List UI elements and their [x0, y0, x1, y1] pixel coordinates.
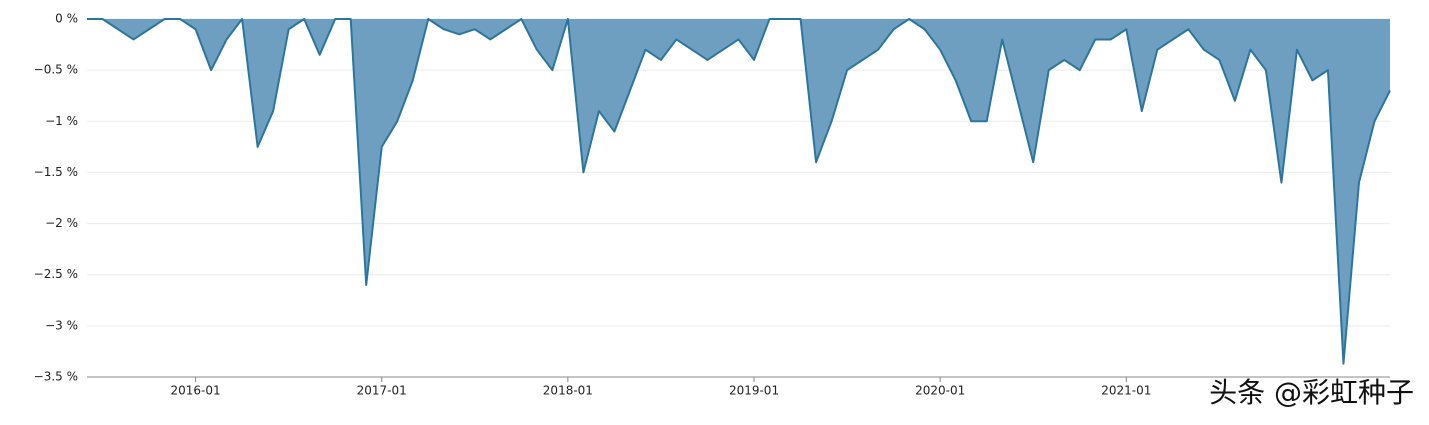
line	[87, 18, 1391, 365]
watermark: 头条 @彩虹种子	[1209, 376, 1414, 409]
y-tick-label: −2 %	[45, 216, 78, 230]
x-tick-label: 2020-01	[915, 384, 965, 398]
y-tick-label: 0 %	[55, 12, 78, 26]
x-tick-label: 2016-01	[171, 384, 221, 398]
y-tick-label: −2.5 %	[34, 267, 78, 281]
x-tick-label: 2021-01	[1101, 384, 1151, 398]
y-tick-label: −1.5 %	[34, 165, 78, 179]
y-tick-label: −3.5 %	[34, 370, 78, 384]
y-tick-label: −1 %	[45, 114, 78, 128]
x-tick-label: 2018-01	[543, 384, 593, 398]
x-tick-label: 2019-01	[729, 384, 779, 398]
y-tick-label: −3 %	[45, 318, 78, 332]
x-tick-label: 2017-01	[357, 384, 407, 398]
y-tick-label: −0.5 %	[34, 63, 78, 77]
area	[87, 19, 1390, 364]
